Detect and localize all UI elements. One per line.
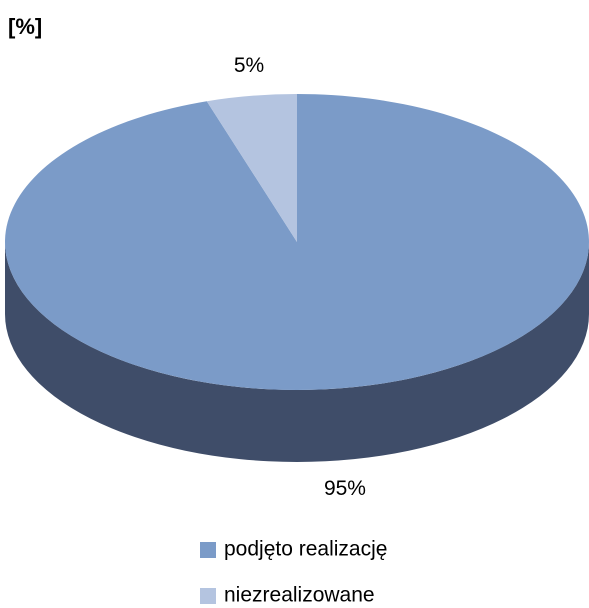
pie-slice [206, 94, 297, 242]
chart-title: [%] [8, 14, 42, 39]
legend-swatch [200, 588, 216, 604]
pie-slice [4, 94, 589, 390]
legend-label: podjęto realizację [224, 538, 387, 561]
legend-swatch [200, 542, 216, 558]
legend-label: niezrealizowane [224, 584, 375, 607]
pie-side [5, 242, 589, 462]
data-label: 95% [324, 477, 366, 500]
data-label: 5% [234, 54, 264, 77]
